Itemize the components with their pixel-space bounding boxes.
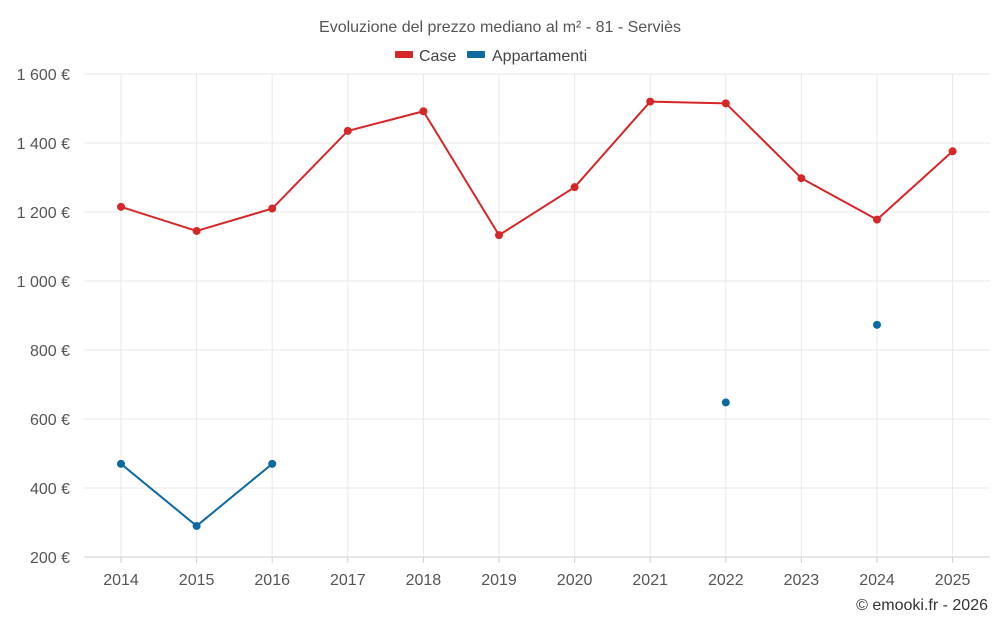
legend-swatch-case <box>395 51 413 58</box>
x-tick-label: 2019 <box>481 572 517 589</box>
series <box>117 97 957 530</box>
legend-label-appartamenti[interactable]: Appartamenti <box>492 48 587 65</box>
x-tick-label: 2014 <box>103 572 139 589</box>
x-tick-label: 2022 <box>708 572 744 589</box>
y-axis-ticks: 200 € 400 € 600 € 800 € 1 000 € 1 200 € 1 400 … <box>17 67 70 567</box>
data-point-case[interactable] <box>268 204 277 213</box>
y-tick-label: 600 € <box>30 412 70 429</box>
x-tick-label: 2023 <box>784 572 820 589</box>
x-axis-ticks: 2014 2015 2016 2017 2018 2019 2020 2021 2022 2023… <box>103 572 970 589</box>
x-tick-label: 2018 <box>406 572 442 589</box>
data-point-case[interactable] <box>721 99 730 108</box>
data-point-appartamenti[interactable] <box>721 398 730 407</box>
data-point-case[interactable] <box>495 231 503 240</box>
grid <box>84 73 990 563</box>
data-point-appartamenti[interactable] <box>192 521 201 530</box>
chart-title: Evoluzione del prezzo mediano al m² - 81… <box>319 19 681 36</box>
y-tick-label: 1 400 € <box>17 136 70 153</box>
data-point-case[interactable] <box>797 174 806 183</box>
data-point-case[interactable] <box>873 215 881 224</box>
x-tick-label: 2015 <box>179 572 215 589</box>
data-point-case[interactable] <box>948 147 957 156</box>
series-line-case <box>120 100 954 237</box>
series-case <box>117 97 957 240</box>
y-tick-label: 200 € <box>30 550 70 567</box>
credit-text: © emooki.fr - 2026 <box>856 597 988 614</box>
legend-swatch-appartamenti <box>467 51 485 58</box>
y-tick-label: 800 € <box>30 343 70 360</box>
y-tick-label: 400 € <box>30 481 70 498</box>
x-tick-label: 2020 <box>557 572 593 589</box>
x-tick-label: 2016 <box>254 572 290 589</box>
series-appartamenti <box>117 320 881 530</box>
data-point-case[interactable] <box>192 226 201 235</box>
data-point-case[interactable] <box>646 97 655 106</box>
legend-label-case[interactable]: Case <box>419 48 456 65</box>
data-point-case[interactable] <box>570 183 579 192</box>
x-tick-label: 2025 <box>935 572 971 589</box>
y-tick-label: 1 000 € <box>17 274 70 291</box>
y-tick-label: 1 200 € <box>17 205 70 222</box>
data-point-case[interactable] <box>343 126 352 135</box>
data-point-case[interactable] <box>419 107 428 116</box>
data-point-case[interactable] <box>117 202 125 211</box>
x-tick-label: 2024 <box>859 572 895 589</box>
data-point-appartamenti[interactable] <box>873 320 881 329</box>
data-point-appartamenti[interactable] <box>268 459 277 468</box>
x-tick-label: 2021 <box>632 572 668 589</box>
data-point-appartamenti[interactable] <box>117 459 125 468</box>
legend: Case Appartamenti <box>395 48 587 65</box>
x-tick-label: 2017 <box>330 572 366 589</box>
y-tick-label: 1 600 € <box>17 67 70 84</box>
